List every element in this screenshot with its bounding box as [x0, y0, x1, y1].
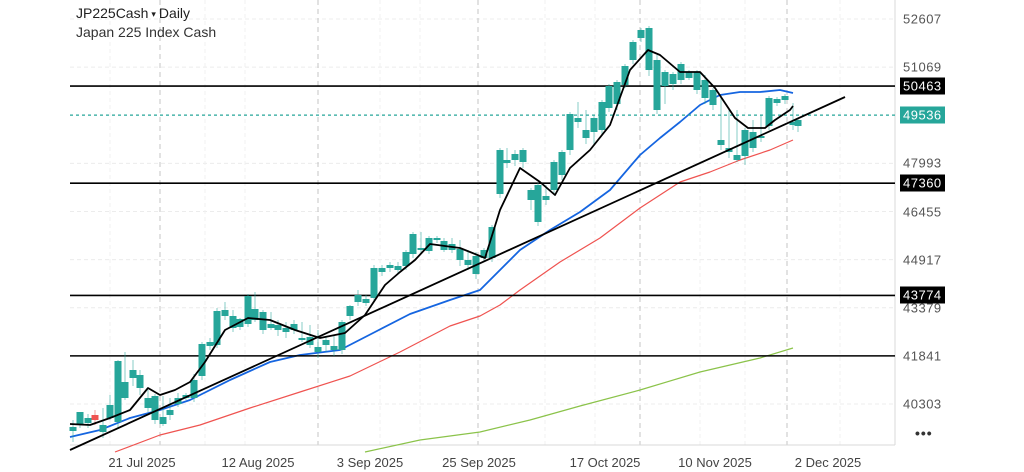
price-tick-41841: 41841 — [903, 348, 942, 364]
candles — [69, 26, 802, 442]
price-tick-44917: 44917 — [903, 252, 942, 268]
date-tick: 12 Aug 2025 — [221, 455, 295, 470]
date-tick: 21 Jul 2025 — [108, 455, 176, 470]
symbol-name[interactable]: JP225Cash — [76, 5, 149, 21]
price-tick-47993: 47993 — [903, 155, 942, 171]
horizontal-levels[interactable] — [70, 85, 895, 357]
level-price-tag: 43774 — [900, 286, 945, 304]
price-tick-40303: 40303 — [903, 396, 942, 412]
date-tick: 10 Nov 2025 — [678, 455, 752, 470]
current-price-tag: 49536 — [900, 106, 945, 124]
date-tick: 25 Sep 2025 — [442, 455, 516, 470]
date-tick: 2 Dec 2025 — [794, 455, 862, 470]
level-price-tag: 50463 — [900, 77, 945, 95]
trendline[interactable] — [69, 96, 846, 451]
ma-mid-line — [69, 89, 794, 438]
symbol-description: Japan 225 Index Cash — [76, 24, 217, 40]
more-options-icon[interactable]: ••• — [915, 425, 933, 441]
ma-fast-line — [69, 49, 794, 426]
level-price-tag: 47360 — [900, 174, 945, 192]
price-tick-46455: 46455 — [903, 204, 942, 219]
date-tick: 3 Sep 2025 — [336, 455, 404, 470]
date-separators — [159, 0, 788, 445]
date-tick: 17 Oct 2025 — [569, 455, 641, 470]
caret-down-icon[interactable]: ▾ — [151, 9, 156, 19]
ma-slow-line — [114, 139, 794, 453]
symbol-header: JP225Cash ▾ Daily Japan 225 Index Cash — [76, 5, 216, 41]
price-tick-51069: 51069 — [903, 59, 942, 75]
price-tick-43379: 43379 — [903, 300, 942, 316]
price-tick-52607: 52607 — [903, 11, 942, 27]
ma-long-line — [364, 347, 794, 453]
timeframe-label[interactable]: Daily — [158, 5, 191, 21]
